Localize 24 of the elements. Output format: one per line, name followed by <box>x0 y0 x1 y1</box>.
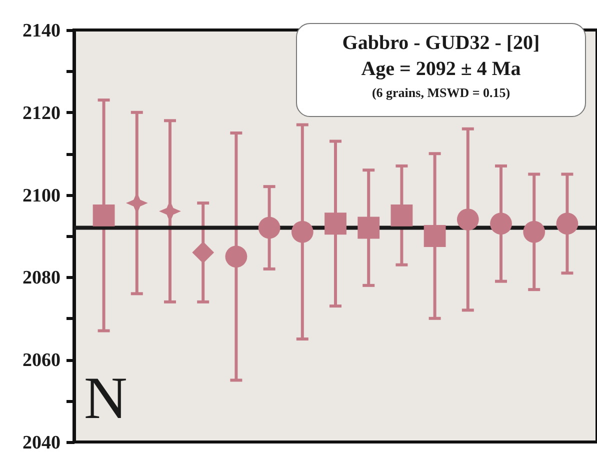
point <box>225 246 248 268</box>
text-box: Gabbro - GUD32 - [20] Age = 2092 ± 4 Ma (6 grains, MSWD = 0.15) <box>296 23 586 117</box>
y-tick-label: 2120 <box>22 102 60 124</box>
y-tick-label: 2040 <box>22 432 60 454</box>
point <box>456 208 479 230</box>
point <box>192 242 214 264</box>
y-tick-label: 2080 <box>22 268 60 289</box>
point <box>523 220 546 243</box>
annotation: Gabbro - GUD32 - [20] <box>341 31 541 56</box>
annotation: Age = 2092 ± 4 Ma <box>360 57 522 82</box>
point <box>390 204 413 226</box>
point <box>424 225 446 247</box>
y-tick-label: 2140 <box>22 20 60 42</box>
y-tick-label: 2060 <box>22 350 60 372</box>
point <box>291 220 314 243</box>
annotation: N <box>84 365 128 431</box>
y-tick-label: 2100 <box>22 185 60 206</box>
annotation: (6 grains, MSWD = 0.15) <box>370 84 512 102</box>
point <box>324 212 346 235</box>
point <box>258 216 280 239</box>
point <box>358 216 380 239</box>
point <box>92 204 115 226</box>
point <box>556 212 578 235</box>
point <box>490 212 512 235</box>
